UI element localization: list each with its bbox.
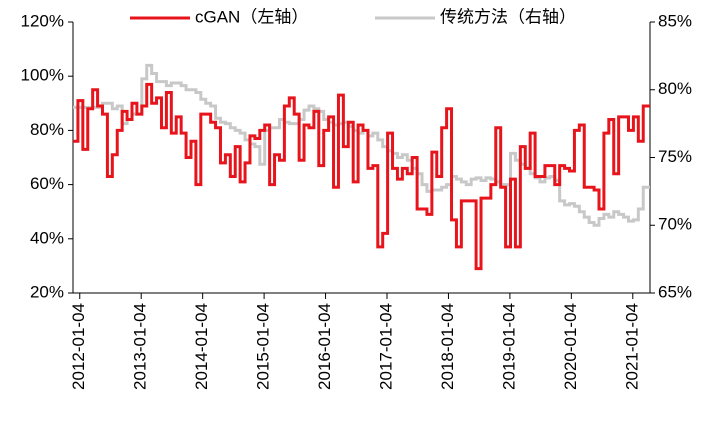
x-tick-label: 2019-01-04 xyxy=(499,303,518,390)
x-tick-label: 2020-01-04 xyxy=(561,303,580,390)
y-tick-label: 20% xyxy=(30,282,64,301)
y-tick-label: 40% xyxy=(30,228,64,247)
y2-tick-label: 80% xyxy=(658,79,692,98)
x-tick-label: 2012-01-04 xyxy=(69,303,88,390)
legend-label: 传统方法（右轴） xyxy=(440,7,576,26)
x-tick-label: 2013-01-04 xyxy=(131,303,150,390)
x-tick-label: 2018-01-04 xyxy=(438,303,457,390)
y-tick-label: 100% xyxy=(21,66,64,85)
y2-tick-label: 75% xyxy=(658,147,692,166)
y2-tick-label: 65% xyxy=(658,282,692,301)
y-tick-label: 80% xyxy=(30,120,64,139)
x-tick-label: 2014-01-04 xyxy=(192,303,211,390)
x-tick-label: 2021-01-04 xyxy=(622,303,641,390)
y2-tick-label: 85% xyxy=(658,11,692,30)
series-line xyxy=(73,63,650,227)
y-tick-label: 120% xyxy=(21,11,64,30)
legend-label: cGAN（左轴） xyxy=(195,7,308,26)
x-tick-label: 2016-01-04 xyxy=(315,303,334,390)
series-line xyxy=(73,82,650,271)
y2-tick-label: 70% xyxy=(658,215,692,234)
y-tick-label: 60% xyxy=(30,174,64,193)
x-tick-label: 2015-01-04 xyxy=(254,303,273,390)
x-tick-label: 2017-01-04 xyxy=(376,303,395,390)
